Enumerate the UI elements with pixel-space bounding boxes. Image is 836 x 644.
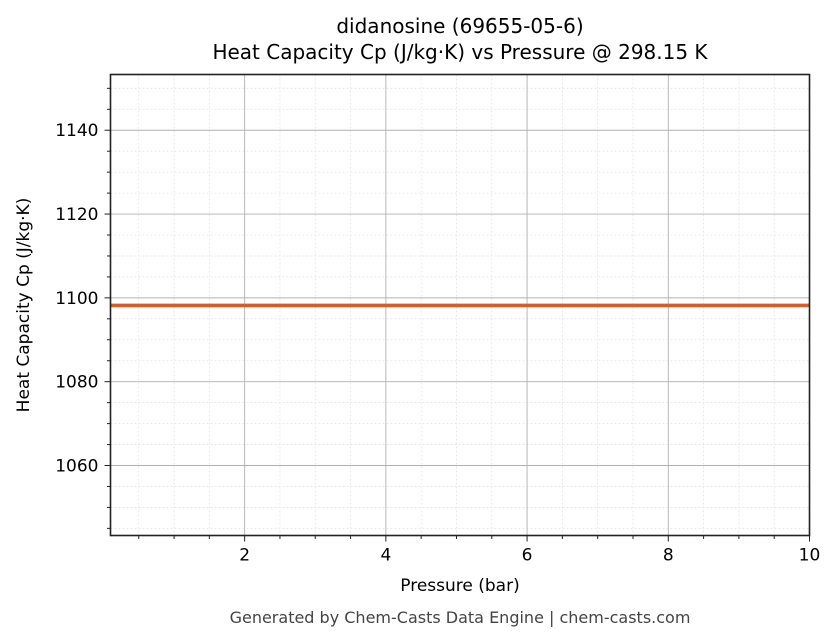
x-tick-label: 6 (522, 546, 533, 566)
grid (110, 74, 810, 536)
x-axis-label: Pressure (bar) (400, 576, 520, 596)
axis-ticks: 2 4 6 8 10 1060 1080 1100 1120 1140 (55, 87, 821, 566)
axes-frame (109, 73, 811, 537)
x-tick-label: 4 (380, 546, 391, 566)
y-tick-label: 1060 (55, 457, 98, 477)
y-tick-label: 1080 (55, 373, 98, 393)
x-tick-label: 2 (239, 546, 250, 566)
y-tick-label: 1140 (55, 121, 98, 141)
chart-subtitle: Heat Capacity Cp (J/kg·K) vs Pressure @ … (212, 40, 708, 64)
footer-credit: Generated by Chem-Casts Data Engine | ch… (229, 608, 691, 627)
y-axis-label: Heat Capacity Cp (J/kg·K) (14, 197, 34, 413)
y-tick-label: 1100 (55, 289, 98, 309)
x-tick-label: 10 (799, 546, 821, 566)
y-tick-label: 1120 (55, 205, 98, 225)
x-tick-label: 8 (663, 546, 674, 566)
chart-title: didanosine (69655-05-6) (336, 14, 584, 38)
